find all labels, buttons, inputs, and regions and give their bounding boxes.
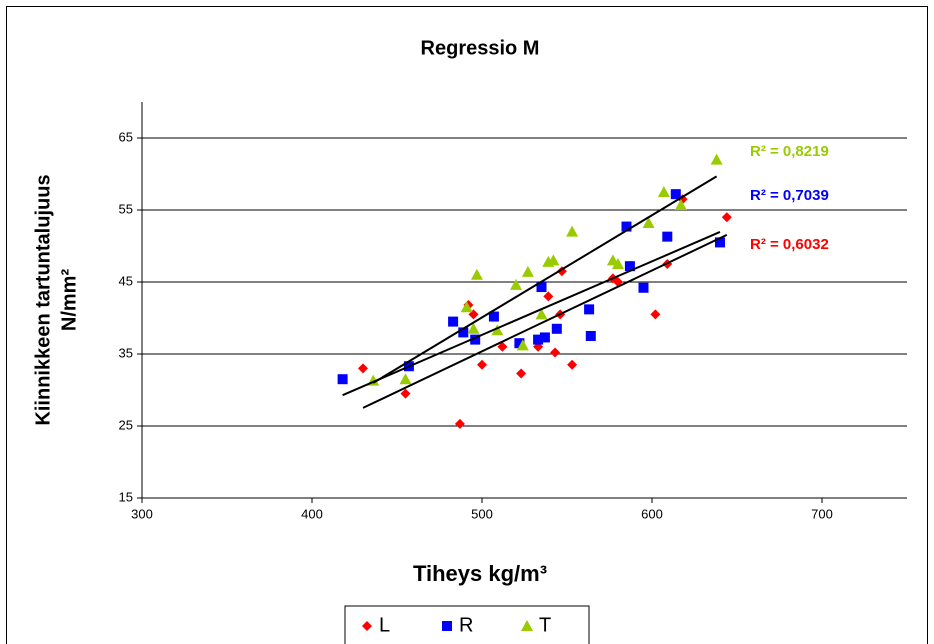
r-squared-label: R² = 0,7039 [750, 187, 829, 204]
triangle-marker [566, 225, 579, 237]
legend-label: R [459, 614, 473, 636]
triangle-marker [510, 278, 522, 290]
diamond-marker [721, 212, 732, 223]
square-marker [533, 334, 544, 345]
square-marker [448, 316, 459, 327]
triangle-marker [460, 301, 473, 313]
square-marker [337, 374, 348, 385]
square-marker [458, 327, 469, 338]
trendline [372, 175, 718, 384]
square-marker [662, 231, 673, 242]
square-marker [715, 237, 725, 248]
y-tick-label: 25 [119, 417, 133, 432]
diamond-marker [550, 347, 561, 358]
legend-label: L [379, 614, 390, 636]
trendline [342, 231, 721, 397]
triangle-marker [547, 254, 560, 266]
diamond-marker [543, 291, 554, 302]
triangle-marker [399, 373, 412, 385]
square-marker [585, 331, 596, 341]
square-marker [536, 282, 547, 293]
square-marker [621, 221, 632, 232]
x-tick-label: 300 [131, 506, 153, 521]
y-tick-label: 45 [119, 273, 133, 288]
square-marker [539, 332, 550, 343]
diamond-marker [650, 309, 661, 320]
triangle-marker [710, 153, 723, 165]
square-marker [488, 311, 499, 322]
y-tick-label: 15 [119, 489, 133, 504]
x-tick-label: 500 [471, 506, 493, 521]
triangle-marker [470, 268, 483, 280]
y-tick-label: 55 [119, 201, 133, 216]
x-tick-label: 700 [811, 506, 833, 521]
y-axis-label-line: N/mm² [58, 269, 80, 332]
r-squared-label: R² = 0,6032 [750, 236, 829, 253]
diamond-marker [497, 341, 508, 352]
r-squared-label: R² = 0,8219 [750, 143, 829, 160]
square-marker [584, 304, 595, 315]
chart-border [6, 6, 928, 644]
x-tick-label: 600 [641, 506, 663, 521]
triangle-marker [535, 308, 548, 320]
triangle-marker [491, 324, 504, 336]
legend-box [344, 605, 590, 644]
diamond-marker [516, 368, 527, 379]
x-tick-label: 400 [301, 506, 323, 521]
triangle-marker [657, 186, 670, 197]
y-axis-label-line: Kiinnikkeen tartuntalujuus [32, 174, 54, 425]
diamond-marker [358, 363, 368, 374]
chart-title: Regressio M [421, 37, 540, 59]
trendline [362, 234, 728, 409]
square-marker [624, 261, 635, 272]
square-marker [442, 621, 452, 631]
square-marker [470, 334, 481, 345]
y-axis-label: Kiinnikkeen tartuntalujuus N/mm² [32, 174, 80, 425]
square-marker [670, 189, 681, 200]
diamond-marker [454, 418, 465, 429]
triangle-marker [674, 198, 687, 210]
y-tick-label: 65 [119, 129, 133, 144]
square-marker [638, 282, 649, 293]
diamond-marker [477, 359, 487, 370]
y-tick-label: 35 [119, 345, 133, 360]
square-marker [514, 338, 525, 349]
diamond-marker [362, 621, 372, 631]
legend-label: T [539, 614, 551, 636]
triangle-marker [467, 322, 480, 334]
triangle-marker [521, 265, 534, 277]
triangle-marker [642, 216, 655, 228]
diamond-marker [567, 359, 578, 370]
triangle-marker [612, 258, 624, 269]
triangle-marker [516, 339, 529, 351]
triangle-marker [521, 620, 533, 631]
diamond-marker [400, 388, 411, 399]
x-axis-label: Tiheys kg/m³ [413, 561, 547, 586]
square-marker [551, 323, 562, 334]
